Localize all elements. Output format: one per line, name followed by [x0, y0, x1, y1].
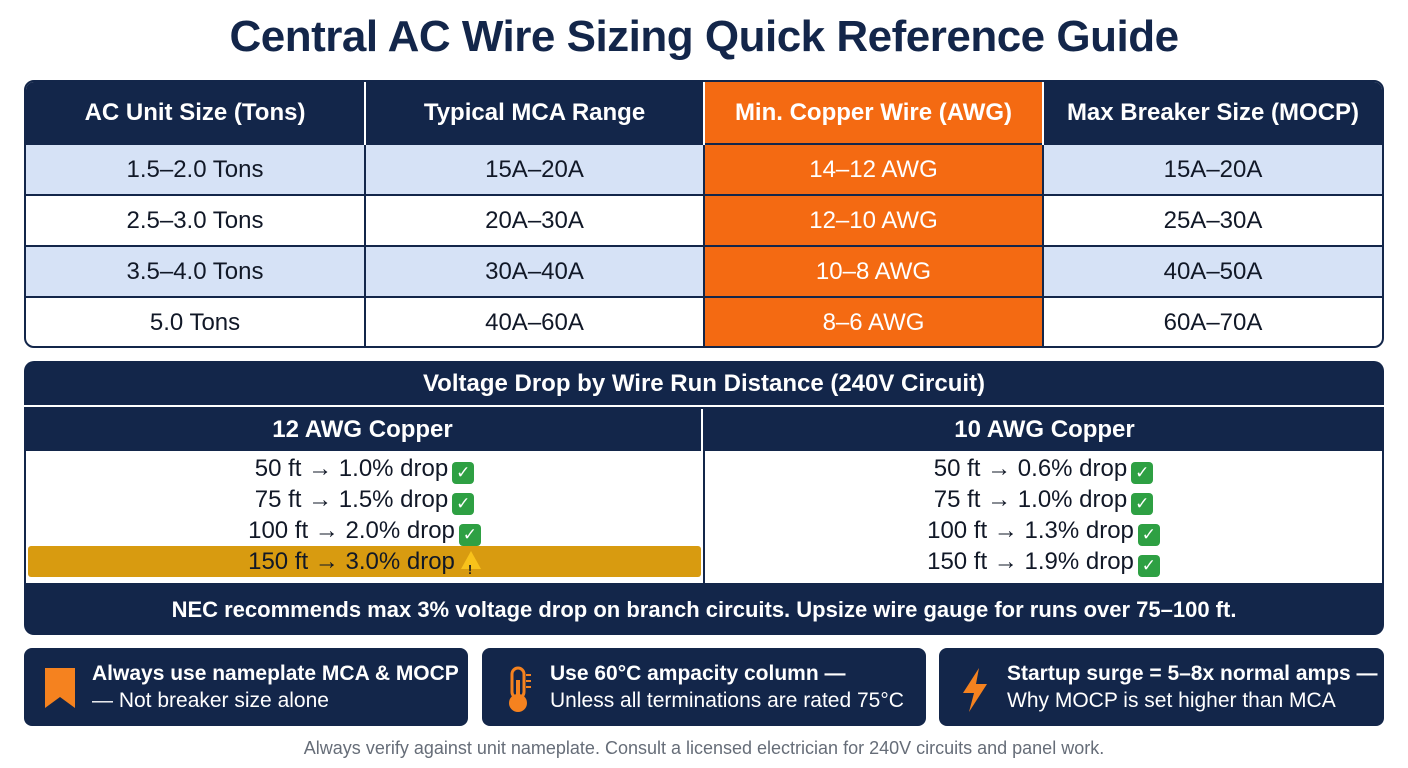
tip-subtitle: Unless all terminations are rated 75°C [550, 689, 904, 712]
column-header-10-awg: 10 AWG Copper [954, 416, 1135, 443]
drop-text: 150 ft → 3.0% drop [248, 548, 455, 575]
tip-subtitle: — Not breaker size alone [92, 689, 329, 712]
cell-min-wire: 10–8 AWG [704, 245, 1044, 297]
check-icon: ✓ [452, 493, 475, 515]
list-item: 50 ft → 0.6% drop ✓ [705, 453, 1382, 484]
bookmark-icon [42, 666, 78, 715]
cell-min-wire: 14–12 AWG [704, 143, 1044, 195]
drop-text: 50 ft → 1.0% drop [254, 455, 449, 482]
cell-max-breaker: 25A–30A [1043, 194, 1382, 246]
cell-max-breaker: 60A–70A [1043, 296, 1382, 346]
table-row: 2.5–3.0 Tons 20A–30A 12–10 AWG 25A–30A [26, 194, 1382, 246]
cell-max-breaker: 15A–20A [1043, 143, 1382, 195]
voltage-drop-title: Voltage Drop by Wire Run Distance (240V … [24, 361, 1384, 407]
check-icon: ✓ [1137, 524, 1160, 546]
list-item: 50 ft → 1.0% drop ✓ [26, 453, 703, 484]
list-item: 100 ft → 1.3% drop ✓ [705, 515, 1382, 546]
tip-title: Use 60°C ampacity column — [550, 662, 846, 685]
tip-title: Startup surge = 5–8x normal amps — [1007, 662, 1378, 685]
table-row: 1.5–2.0 Tons 15A–20A 14–12 AWG 15A–20A [26, 143, 1382, 195]
check-icon: ✓ [1137, 555, 1160, 577]
cell-mca-range: 40A–60A [365, 296, 705, 346]
drop-text: 100 ft → 2.0% drop [248, 517, 455, 544]
column-header-12-awg: 12 AWG Copper [24, 409, 703, 451]
cell-mca-range: 15A–20A [365, 143, 705, 195]
wire-sizing-table: AC Unit Size (Tons) Typical MCA Range Mi… [24, 80, 1384, 348]
tip-card-nameplate: Always use nameplate MCA & MOCP — Not br… [24, 648, 468, 726]
tip-card-ampacity: Use 60°C ampacity column — Unless all te… [482, 648, 926, 726]
voltage-drop-list-10-awg: 50 ft → 0.6% drop ✓ 75 ft → 1.0% drop ✓ 10… [705, 451, 1382, 583]
check-icon: ✓ [1131, 462, 1154, 484]
check-icon: ✓ [452, 462, 475, 484]
cell-mca-range: 20A–30A [365, 194, 705, 246]
check-icon: ✓ [458, 524, 481, 546]
cell-max-breaker: 40A–50A [1043, 245, 1382, 297]
lightning-icon [957, 666, 993, 719]
cell-min-wire: 8–6 AWG [704, 296, 1044, 346]
header-mca-range: Typical MCA Range [365, 82, 705, 144]
tip-title: Always use nameplate MCA & MOCP [92, 662, 459, 685]
cell-mca-range: 30A–40A [365, 245, 705, 297]
warning-icon [460, 551, 481, 585]
footer-disclaimer: Always verify against unit nameplate. Co… [303, 738, 1105, 758]
tip-subtitle: Why MOCP is set higher than MCA [1007, 689, 1336, 712]
voltage-drop-list-12-awg: 50 ft → 1.0% drop ✓ 75 ft → 1.5% drop ✓ 10… [26, 451, 703, 585]
drop-text: 75 ft → 1.0% drop [933, 486, 1128, 513]
list-item: 75 ft → 1.5% drop ✓ [26, 484, 703, 515]
tip-card-startup-surge: Startup surge = 5–8x normal amps — Why M… [939, 648, 1384, 726]
list-item: 100 ft → 2.0% drop ✓ [26, 515, 703, 546]
table-header-row: AC Unit Size (Tons) Typical MCA Range Mi… [26, 82, 1382, 144]
list-item: 150 ft → 1.9% drop ✓ [705, 546, 1382, 577]
cell-unit-size: 1.5–2.0 Tons [26, 143, 366, 195]
drop-text: 50 ft → 0.6% drop [933, 455, 1128, 482]
check-icon: ✓ [1131, 493, 1154, 515]
list-item: 75 ft → 1.0% drop ✓ [705, 484, 1382, 515]
header-max-breaker: Max Breaker Size (MOCP) [1043, 82, 1382, 144]
voltage-drop-panel: Voltage Drop by Wire Run Distance (240V … [24, 361, 1384, 635]
header-unit-size: AC Unit Size (Tons) [26, 82, 366, 144]
page-title: Central AC Wire Sizing Quick Reference G… [229, 12, 1179, 61]
drop-text: 100 ft → 1.3% drop [927, 517, 1134, 544]
list-item-warning: 150 ft → 3.0% drop [28, 546, 701, 585]
header-min-copper-wire: Min. Copper Wire (AWG) [704, 82, 1044, 144]
cell-unit-size: 5.0 Tons [26, 296, 366, 346]
table-row: 3.5–4.0 Tons 30A–40A 10–8 AWG 40A–50A [26, 245, 1382, 297]
cell-unit-size: 3.5–4.0 Tons [26, 245, 366, 297]
drop-text: 75 ft → 1.5% drop [254, 486, 449, 513]
thermometer-icon [500, 666, 536, 719]
nec-note: NEC recommends max 3% voltage drop on br… [171, 597, 1237, 622]
drop-text: 150 ft → 1.9% drop [927, 548, 1134, 575]
table-row: 5.0 Tons 40A–60A 8–6 AWG 60A–70A [26, 296, 1382, 346]
cell-unit-size: 2.5–3.0 Tons [26, 194, 366, 246]
cell-min-wire: 12–10 AWG [704, 194, 1044, 246]
